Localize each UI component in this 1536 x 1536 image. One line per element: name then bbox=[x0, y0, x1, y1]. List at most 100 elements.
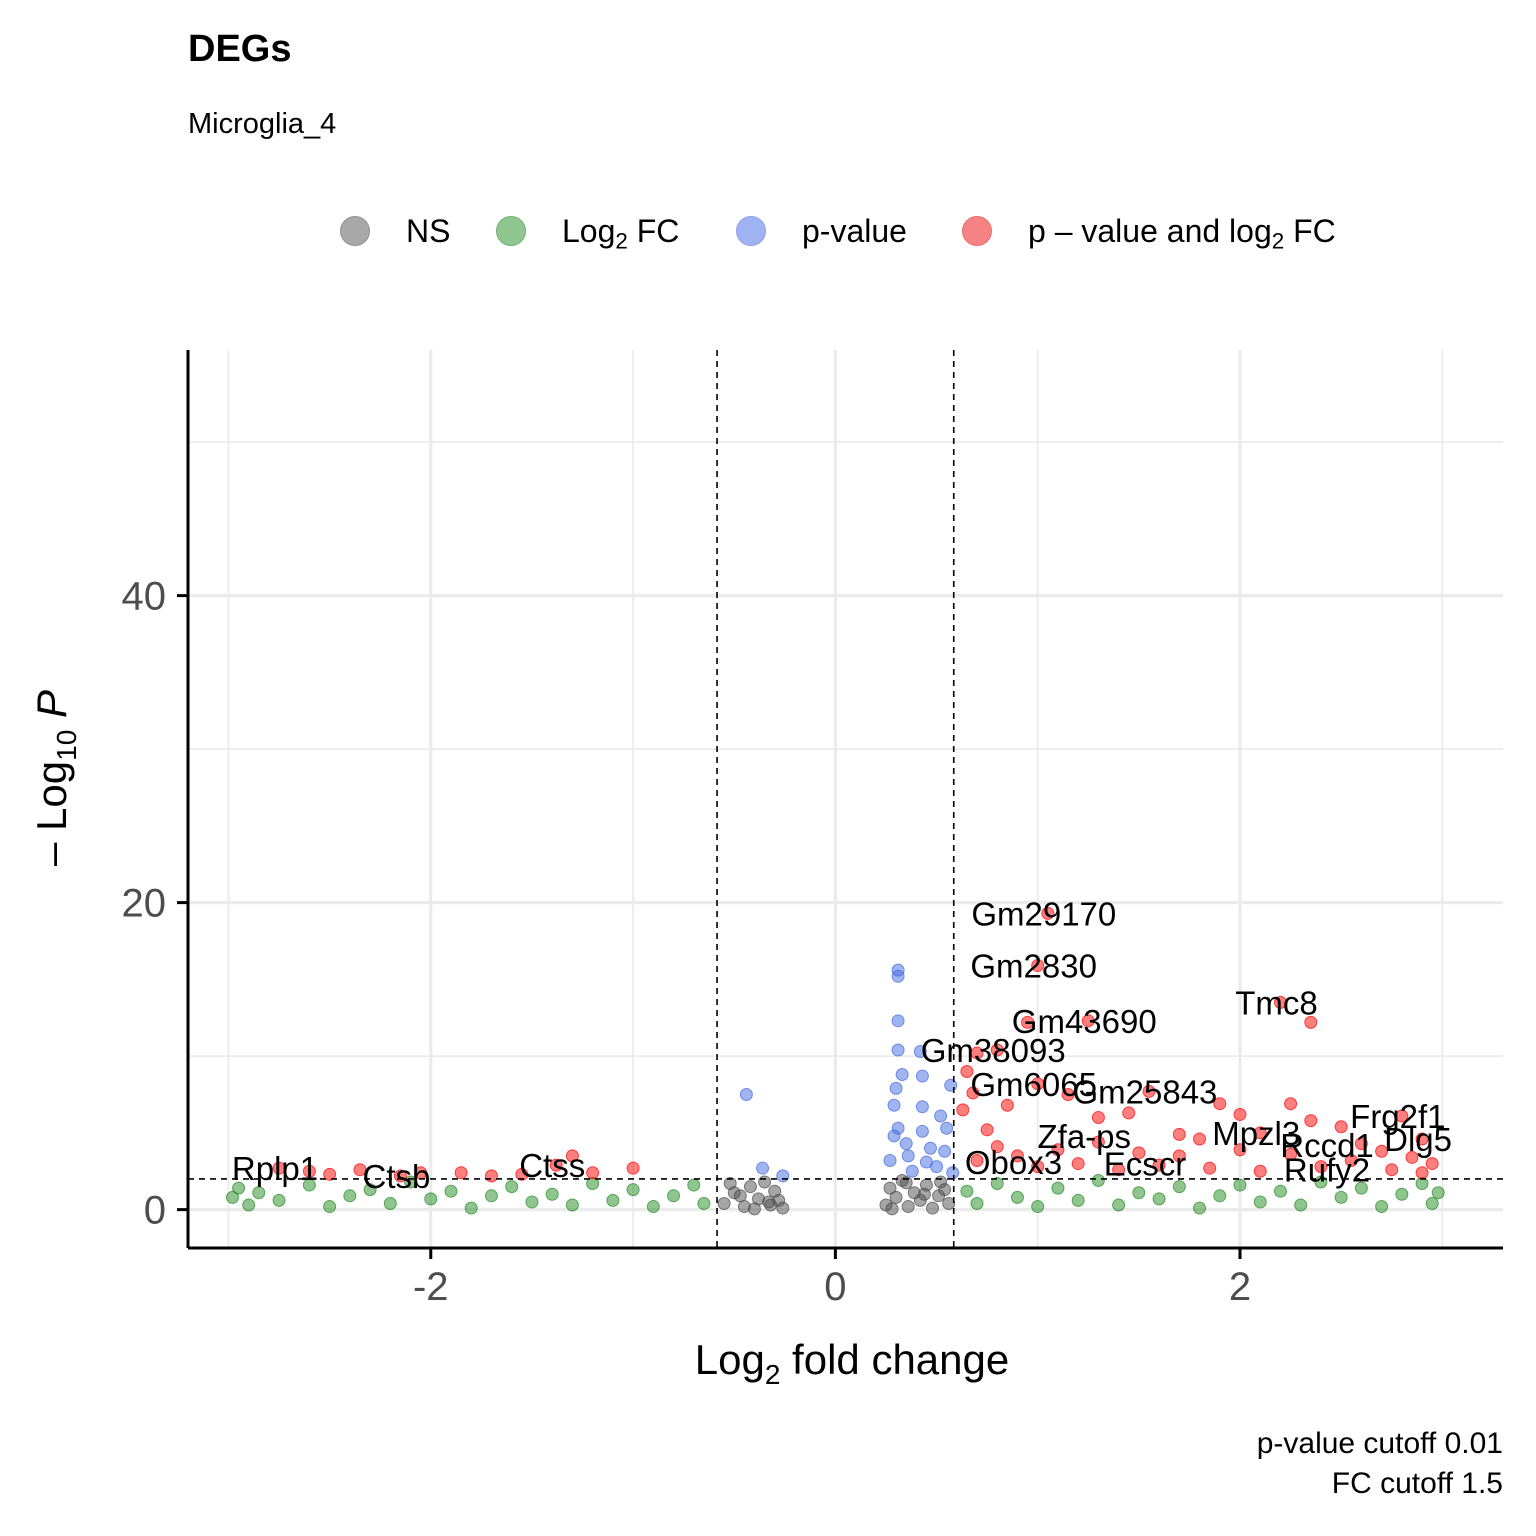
point-ns bbox=[883, 1181, 897, 1195]
gene-label: Obox3 bbox=[965, 1144, 1062, 1181]
point-both bbox=[1273, 995, 1287, 1009]
point-ns bbox=[723, 1177, 737, 1191]
point-both bbox=[1415, 1132, 1429, 1146]
gene-label: Ecscr bbox=[1104, 1146, 1187, 1183]
legend-label-ns: NS bbox=[406, 212, 451, 249]
point-both bbox=[980, 1123, 994, 1137]
point-both bbox=[1344, 1154, 1358, 1168]
data-points bbox=[226, 906, 1445, 1216]
point-ns bbox=[889, 1190, 903, 1204]
legend-marker-ns bbox=[340, 216, 370, 246]
point-both bbox=[1021, 1015, 1035, 1029]
point-fc bbox=[1132, 1186, 1146, 1200]
point-both bbox=[565, 1149, 579, 1163]
point-both bbox=[1304, 1015, 1318, 1029]
point-both bbox=[1385, 1163, 1399, 1177]
point-both bbox=[960, 1064, 974, 1078]
point-ns bbox=[733, 1189, 747, 1203]
gene-label: Rccd1 bbox=[1280, 1127, 1374, 1164]
gene-labels: Gm29170 Gm2830 Gm43690 Tmc8 Gm38093Gm6065Gm2… bbox=[232, 895, 1452, 1194]
point-both bbox=[1415, 1166, 1429, 1180]
grid-lines bbox=[188, 350, 1503, 1248]
gene-label: Ctss bbox=[519, 1147, 585, 1184]
point-fc bbox=[1112, 1198, 1126, 1212]
point-p bbox=[891, 969, 905, 983]
point-both bbox=[1375, 1144, 1389, 1158]
point-fc bbox=[226, 1190, 240, 1204]
legend-marker-both bbox=[962, 216, 992, 246]
point-fc bbox=[1334, 1190, 1348, 1204]
point-fc bbox=[1071, 1193, 1085, 1207]
point-both bbox=[1000, 1098, 1014, 1112]
point-fc bbox=[505, 1180, 519, 1194]
point-ns bbox=[717, 1196, 731, 1210]
point-p bbox=[934, 1109, 948, 1123]
point-p bbox=[899, 1137, 913, 1151]
gene-label: Zfa-ps bbox=[1038, 1118, 1132, 1155]
y-tick-label: 40 bbox=[122, 575, 167, 619]
x-tick-label: 2 bbox=[1229, 1265, 1251, 1309]
point-fc bbox=[1172, 1180, 1186, 1194]
point-ns bbox=[942, 1196, 956, 1210]
point-p bbox=[905, 1164, 919, 1178]
point-p bbox=[923, 1141, 937, 1155]
point-both bbox=[323, 1167, 337, 1181]
caption-pvalue-cutoff: p-value cutoff 0.01 bbox=[1256, 1427, 1503, 1460]
point-both bbox=[1405, 1150, 1419, 1164]
x-tick-label: 0 bbox=[824, 1265, 846, 1309]
point-both bbox=[1172, 1127, 1186, 1141]
point-fc bbox=[1031, 1200, 1045, 1214]
point-fc bbox=[242, 1198, 256, 1212]
legend-marker-pvalue bbox=[736, 216, 766, 246]
point-ns bbox=[934, 1175, 948, 1189]
point-fc bbox=[1051, 1181, 1065, 1195]
point-fc bbox=[525, 1195, 539, 1209]
point-ns bbox=[925, 1201, 939, 1215]
y-axis-title: – Log10 P bbox=[28, 690, 82, 866]
point-both bbox=[1091, 1135, 1105, 1149]
gene-label: Ctsb bbox=[362, 1158, 430, 1195]
point-fc bbox=[697, 1196, 711, 1210]
point-both bbox=[1314, 1160, 1328, 1174]
gene-label: Mpzl3 bbox=[1212, 1115, 1300, 1152]
point-both bbox=[956, 1103, 970, 1117]
point-fc bbox=[687, 1178, 701, 1192]
point-fc bbox=[424, 1192, 438, 1206]
point-fc bbox=[990, 1177, 1004, 1191]
x-axis-title: Log2 fold change bbox=[695, 1336, 1010, 1390]
point-both bbox=[1233, 1107, 1247, 1121]
point-both bbox=[1193, 1132, 1207, 1146]
point-both bbox=[966, 1086, 980, 1100]
point-both bbox=[1132, 1146, 1146, 1160]
point-fc bbox=[343, 1189, 357, 1203]
point-fc bbox=[363, 1183, 377, 1197]
chart-title: DEGs bbox=[188, 28, 292, 70]
point-both bbox=[626, 1161, 640, 1175]
point-fc bbox=[667, 1189, 681, 1203]
point-p bbox=[887, 1129, 901, 1143]
caption-fc-cutoff: FC cutoff 1.5 bbox=[1331, 1467, 1503, 1500]
point-both bbox=[515, 1167, 529, 1181]
point-both bbox=[1233, 1143, 1247, 1157]
point-both bbox=[1051, 1143, 1065, 1157]
gene-label: Dlg5 bbox=[1384, 1121, 1452, 1158]
point-both bbox=[484, 1169, 498, 1183]
point-fc bbox=[970, 1196, 984, 1210]
point-fc bbox=[323, 1200, 337, 1214]
point-both bbox=[990, 1140, 1004, 1154]
point-fc bbox=[1152, 1192, 1166, 1206]
point-fc bbox=[1213, 1189, 1227, 1203]
point-ns bbox=[758, 1175, 772, 1189]
gene-label: Rplp1 bbox=[232, 1150, 318, 1187]
point-both bbox=[1253, 1164, 1267, 1178]
point-both bbox=[1172, 1149, 1186, 1163]
point-both bbox=[1253, 1126, 1267, 1140]
point-both bbox=[1354, 1137, 1368, 1151]
point-p bbox=[938, 1144, 952, 1158]
gene-label: Gm6065 bbox=[970, 1066, 1097, 1103]
point-fc bbox=[1273, 1184, 1287, 1198]
point-fc bbox=[484, 1189, 498, 1203]
point-both bbox=[1122, 1106, 1136, 1120]
point-p bbox=[756, 1161, 770, 1175]
